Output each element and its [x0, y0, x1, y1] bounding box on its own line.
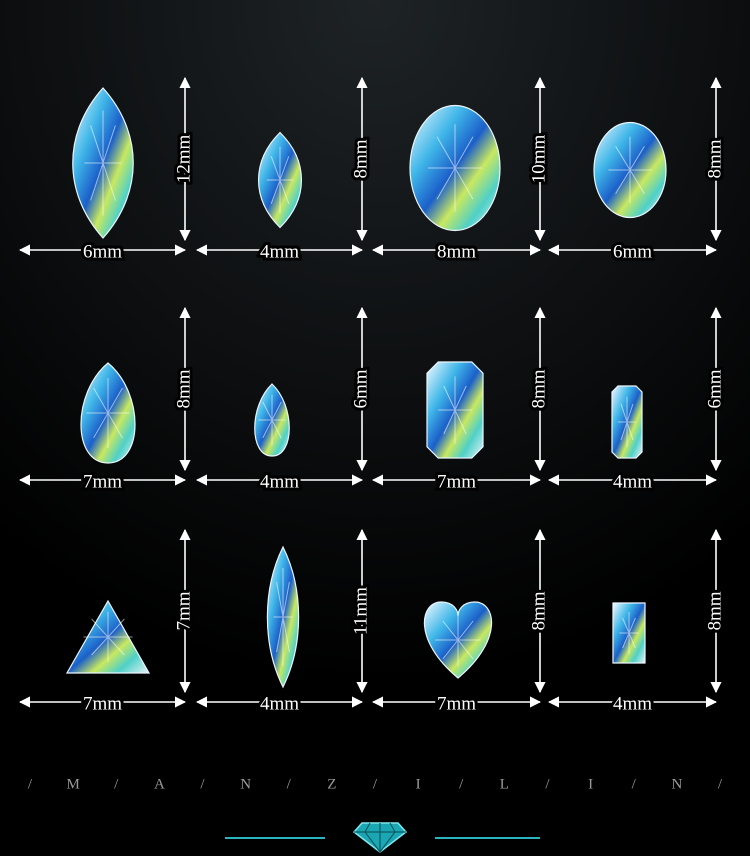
- item: 7mm 8mm: [371, 306, 552, 495]
- height-label: 6mm: [704, 369, 725, 408]
- height-label: 8mm: [173, 369, 194, 408]
- gem-facets: [266, 146, 294, 214]
- height-label: 8mm: [704, 591, 725, 630]
- width-label: 7mm: [83, 471, 122, 492]
- width-label: 7mm: [437, 693, 476, 714]
- item: 4mm 6mm: [195, 306, 374, 495]
- height-label: 8mm: [704, 139, 725, 178]
- width-label: 7mm: [437, 471, 476, 492]
- height-label: 8mm: [350, 139, 371, 178]
- brand-char: N: [240, 776, 251, 792]
- item: 7mm 8mm: [18, 306, 197, 495]
- item: 7mm 8mm: [371, 528, 552, 717]
- brand-char: N: [671, 776, 682, 792]
- gem-facets: [258, 394, 286, 446]
- brand-char: /: [373, 776, 378, 792]
- brand-char: /: [200, 776, 205, 792]
- diamond-facets: [354, 822, 406, 853]
- item: 7mm 7mm: [18, 528, 197, 717]
- width-label: 7mm: [83, 693, 122, 714]
- item: 8mm 10mm: [371, 76, 552, 265]
- brand-char: /: [632, 776, 637, 792]
- height-label: 8mm: [528, 369, 549, 408]
- brand-char: I: [416, 776, 421, 792]
- height-label: 11mm: [350, 587, 371, 635]
- item: 4mm 8mm: [195, 76, 374, 265]
- gem-facets: [435, 613, 481, 667]
- gem-facets: [438, 376, 472, 444]
- width-label: 6mm: [613, 241, 652, 262]
- brand-char: I: [588, 776, 593, 792]
- brand-char: /: [718, 776, 723, 792]
- gem-facets: [619, 612, 639, 654]
- item: 6mm 12mm: [18, 76, 197, 265]
- width-label: 4mm: [613, 471, 652, 492]
- item-grid: 6mm12mm4mm8mm8mm10mm6mm8mm7mm8mm4mm6mm7m…: [18, 76, 728, 717]
- width-label: 4mm: [260, 693, 299, 714]
- brand-char: /: [287, 776, 292, 792]
- brand-char: L: [500, 776, 509, 792]
- width-label: 4mm: [613, 693, 652, 714]
- item: 4mm 11mm: [195, 528, 374, 717]
- gem-facets: [86, 378, 130, 448]
- height-label: 7mm: [173, 591, 194, 630]
- width-label: 6mm: [83, 241, 122, 262]
- item: 4mm 8mm: [547, 528, 728, 717]
- width-label: 4mm: [260, 241, 299, 262]
- gem-facets: [84, 110, 122, 216]
- gem-facets: [273, 568, 293, 666]
- brand-char: A: [154, 776, 165, 792]
- brand-char: /: [545, 776, 550, 792]
- width-label: 8mm: [437, 241, 476, 262]
- width-label: 4mm: [260, 471, 299, 492]
- footer-emblem: [225, 822, 540, 853]
- height-label: 10mm: [528, 135, 549, 184]
- brand-line: / M / A / N / Z / I / L / I / N /: [28, 776, 723, 792]
- gem-facets: [608, 136, 652, 204]
- brand-char: /: [114, 776, 119, 792]
- brand-char: Z: [327, 776, 336, 792]
- brand-char: M: [66, 776, 79, 792]
- brand-char: /: [28, 776, 33, 792]
- gem-facets: [618, 396, 636, 448]
- item: 4mm 6mm: [547, 306, 728, 495]
- brand-char: /: [459, 776, 464, 792]
- gem-facets: [83, 611, 133, 663]
- height-label: 8mm: [528, 591, 549, 630]
- height-label: 12mm: [173, 135, 194, 184]
- gem-facets: [428, 124, 482, 212]
- item: 6mm 8mm: [547, 76, 728, 265]
- height-label: 6mm: [350, 369, 371, 408]
